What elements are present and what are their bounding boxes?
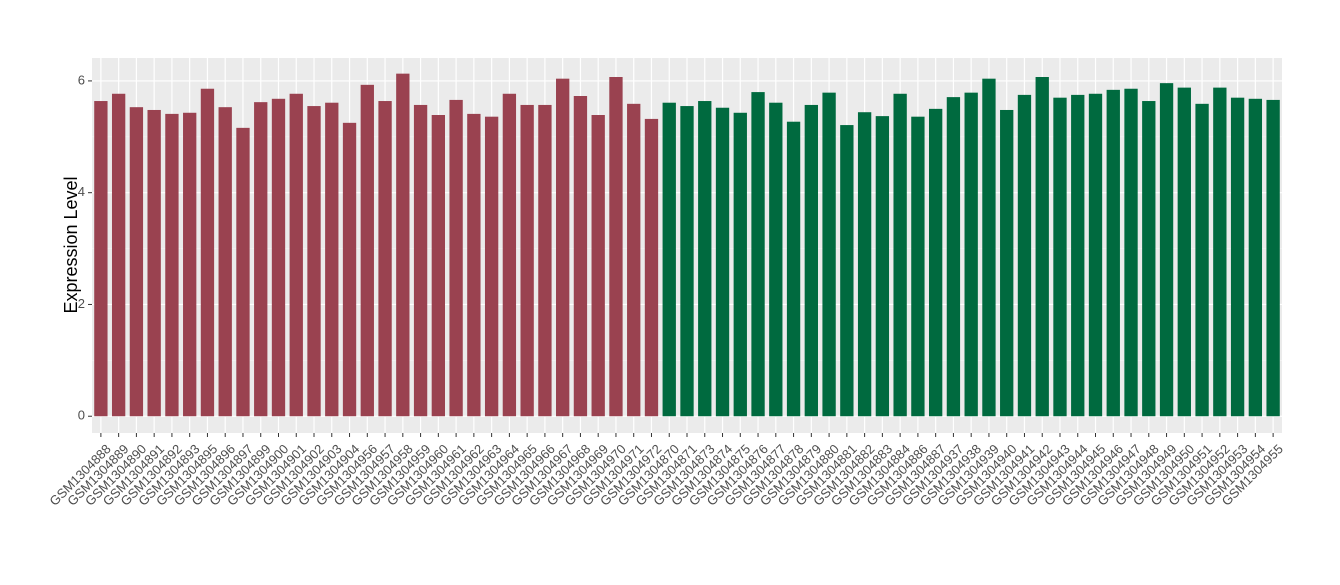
bar xyxy=(1035,77,1049,417)
bar xyxy=(751,92,765,417)
bar xyxy=(325,102,339,417)
bar xyxy=(715,107,730,417)
bar xyxy=(165,113,179,417)
bar xyxy=(857,112,872,417)
bar xyxy=(236,127,250,417)
bar xyxy=(1088,93,1103,417)
bar xyxy=(183,112,197,417)
bar xyxy=(928,108,943,417)
bar xyxy=(360,84,374,417)
bar xyxy=(964,92,978,417)
bar xyxy=(1053,97,1067,417)
bar xyxy=(307,106,321,417)
bar xyxy=(946,97,961,417)
bar xyxy=(609,77,623,417)
bar xyxy=(289,93,303,417)
bar xyxy=(556,78,570,417)
bar xyxy=(1177,87,1191,417)
bar xyxy=(218,107,232,417)
bar xyxy=(271,98,286,417)
y-axis-title: Expression Level xyxy=(61,176,81,313)
bar xyxy=(538,104,552,417)
bar xyxy=(1266,99,1280,417)
bar xyxy=(502,93,517,417)
y-tick-label: 6 xyxy=(78,72,85,87)
bar xyxy=(591,115,605,417)
bar xyxy=(875,116,890,417)
bar xyxy=(1195,103,1209,417)
bar xyxy=(1248,98,1263,417)
bar xyxy=(431,115,446,417)
bar xyxy=(1124,88,1138,417)
bar xyxy=(520,104,534,417)
bar xyxy=(627,103,641,417)
bar xyxy=(200,88,215,417)
bar xyxy=(840,125,854,417)
bar xyxy=(1106,89,1120,417)
bar xyxy=(449,99,463,417)
bar xyxy=(413,104,428,417)
bar xyxy=(662,102,676,417)
bar xyxy=(786,121,801,417)
bar xyxy=(1159,83,1174,417)
bar xyxy=(378,101,392,417)
bar xyxy=(911,116,925,417)
bar xyxy=(680,106,694,417)
bar xyxy=(644,118,659,417)
bar xyxy=(698,101,712,417)
bar xyxy=(822,92,836,417)
bar xyxy=(111,93,126,417)
bar xyxy=(804,104,818,417)
bar xyxy=(147,109,161,417)
bar xyxy=(982,78,996,417)
bar xyxy=(1213,87,1227,417)
bar xyxy=(254,102,268,417)
bar xyxy=(573,96,588,417)
bar xyxy=(484,116,499,417)
bar xyxy=(1000,109,1014,417)
bar xyxy=(467,113,481,417)
y-tick-label: 4 xyxy=(78,184,85,199)
bar xyxy=(1071,94,1085,417)
y-tick-label: 0 xyxy=(78,408,85,423)
bar xyxy=(342,122,357,417)
bar xyxy=(769,102,783,417)
y-tick-label: 2 xyxy=(78,296,85,311)
bar xyxy=(94,101,108,417)
bar xyxy=(733,112,747,417)
bar xyxy=(893,93,907,417)
bar xyxy=(1230,97,1245,417)
bar xyxy=(1142,101,1156,417)
bar xyxy=(1017,94,1032,417)
bar xyxy=(396,73,410,417)
bar xyxy=(129,107,144,417)
